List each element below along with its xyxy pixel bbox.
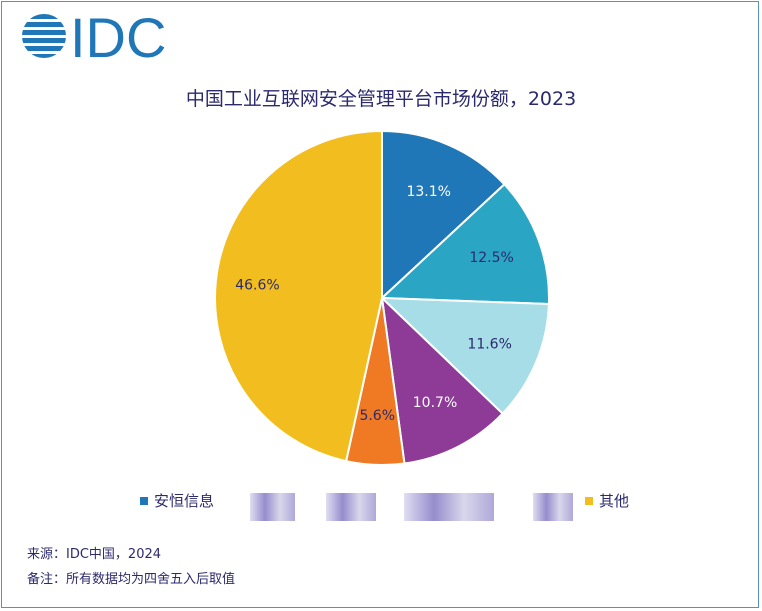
logo-text: IDC [70, 12, 166, 60]
legend-label: 其他 [599, 492, 630, 510]
slice-label-0: 13.1% [406, 184, 450, 200]
redacted-legend [326, 493, 376, 521]
pie-slice-2 [379, 296, 550, 415]
idc-logo: IDC [22, 6, 172, 69]
legend-swatch [140, 496, 148, 505]
pie-slice-0 [381, 129, 506, 301]
slice-label-4: 5.6% [359, 408, 395, 424]
legend-swatch [585, 496, 593, 505]
pie-slice-3 [380, 295, 504, 465]
legend-item-1: 其他 [585, 490, 629, 511]
legend-label: 安恒信息 [154, 492, 215, 510]
pie-slice-5 [214, 129, 383, 463]
redacted-legend [533, 493, 573, 521]
redacted-legend [250, 493, 295, 521]
legend-item-0: 安恒信息 [140, 490, 214, 511]
slice-label-2: 11.6% [467, 337, 511, 353]
slice-label-1: 12.5% [469, 250, 513, 266]
chart-title: 中国工业互联网安全管理平台市场份额，2023 [185, 88, 577, 110]
source-note: 来源：IDC中国，2024 [27, 547, 162, 562]
slice-label-3: 10.7% [413, 395, 457, 411]
rounding-note: 备注：所有数据均为四舍五入后取值 [27, 572, 236, 587]
redacted-legend [404, 493, 494, 521]
pie-slice-1 [379, 182, 550, 306]
slice-label-5: 46.6% [235, 277, 279, 293]
